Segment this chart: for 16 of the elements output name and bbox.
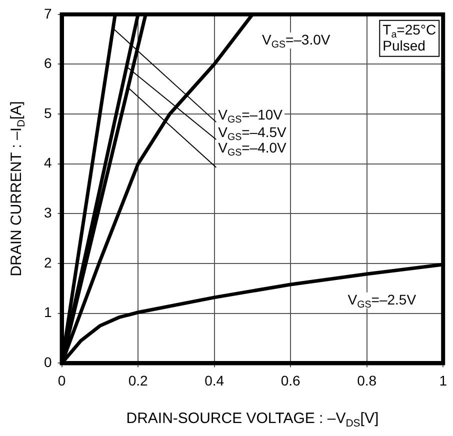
x-tick-label: 0.4 [204,372,224,388]
y-tick-label: 5 [44,104,52,121]
y-tick-label: 0 [44,354,52,370]
annotation: Pulsed [382,37,426,54]
y-tick-label: 7 [44,5,52,22]
y-tick-label: 2 [44,254,52,270]
x-tick-label: 0.8 [357,372,377,388]
x-tick-label: 0.6 [280,372,301,388]
x-tick-label: 0 [58,372,66,388]
x-tick-label: 1 [439,372,448,388]
y-axis-title: DRAIN CURRENT : –ID[A] [8,101,28,276]
y-tick-label: 1 [44,304,52,320]
y-tick-label: 4 [44,154,52,171]
y-tick-label: 6 [44,55,52,72]
y-tick-label: 3 [44,204,52,221]
x-tick-label: 0.2 [128,372,148,388]
